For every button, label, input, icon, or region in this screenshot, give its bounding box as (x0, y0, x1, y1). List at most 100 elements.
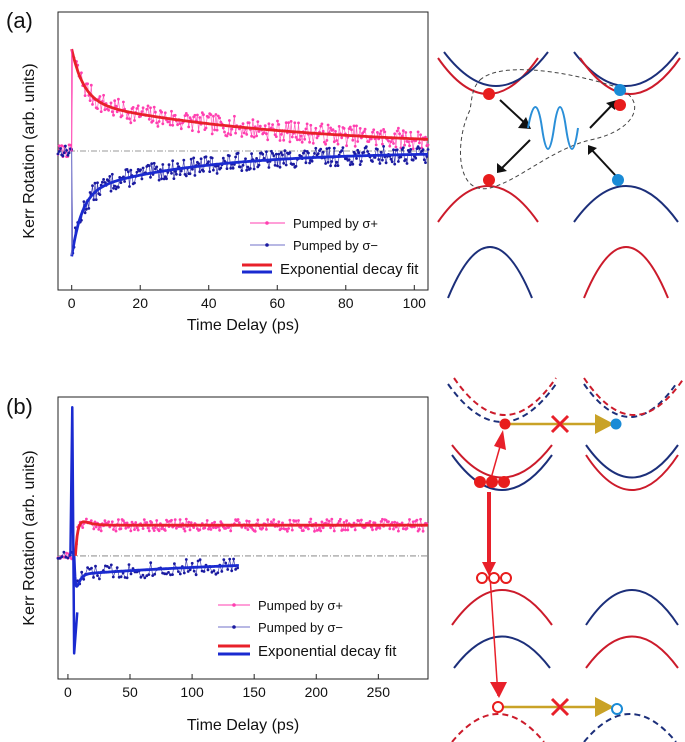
chart-a-series-0-point (245, 133, 249, 136)
chart-b-series-0-point (117, 518, 120, 521)
chart-b-series-1-point (92, 576, 95, 579)
chart-b-series-1-point (105, 565, 109, 568)
chart-a-series-1-point (119, 181, 123, 185)
chart-b-series-0-point (421, 529, 425, 533)
chart-a-series-0-point (355, 124, 358, 128)
chart-b-series-0-point (400, 521, 404, 525)
chart-b-series-0-point (313, 529, 316, 533)
chart-a-series-1-point (276, 164, 279, 168)
chart-a-series-0-point (274, 135, 278, 139)
band-b-top-right-blue-dash (583, 383, 677, 418)
legend-b-sigma-plus: Pumped by σ+ (258, 598, 343, 613)
chart-b-series-1-point (210, 570, 214, 574)
relax-arrow-bottom-head (490, 682, 507, 698)
chart-b-series-0-point (247, 520, 251, 523)
chart-a-series-0-point (242, 131, 246, 135)
chart-b-series-1-point (82, 577, 86, 581)
chart-b-series-0-point (213, 520, 217, 524)
chart-b-series-0-point (360, 518, 363, 522)
chart-a-series-1-point (335, 160, 339, 164)
chart-a-series-1-point (128, 185, 131, 188)
chart-a-series-1-point (64, 144, 67, 148)
chart-b-series-0-point (188, 528, 192, 532)
chart-a-series-0-point (251, 118, 255, 122)
chart-a-series-0-point (282, 138, 286, 142)
chart-a-series-0-point (171, 123, 175, 127)
band-b-top-left-blue-dash (447, 383, 557, 423)
chart-a-xlabel: Time Delay (ps) (187, 317, 299, 334)
chart-b-series-0-point (397, 529, 400, 533)
chart-a-xtick-label-0: 0 (68, 295, 76, 311)
chart-b-series-0-point (357, 519, 361, 523)
chart-a-series-0-point (284, 121, 288, 125)
chart-b-series-1-point (177, 570, 180, 573)
chart-a-series-0-point (294, 135, 298, 139)
chart-a-series-1-point (133, 181, 136, 185)
chart-a-series-0-point (86, 82, 89, 86)
chart-a-series-1-point (384, 161, 388, 165)
chart-a-series-0-point (146, 104, 150, 108)
chart-a-series-1-point (110, 172, 114, 176)
chart-a-series-1-point (176, 162, 180, 166)
chart-b-series-0-point (207, 527, 210, 531)
chart-b-series-1-point (206, 568, 210, 572)
chart-a-series-0-point (91, 103, 94, 106)
chart-a-series-0-point (299, 134, 303, 138)
chart-b-series-0-point (157, 529, 161, 533)
chart-b-series-0-point (125, 521, 129, 525)
electron-b-mid-2 (486, 476, 498, 488)
chart-a-series-0-point (382, 127, 385, 131)
chart-a-series-0-point (290, 135, 294, 139)
chart-a-series-0-point (179, 127, 183, 131)
chart-b-series-0-point (170, 518, 173, 522)
chart-a-series-1-point (411, 158, 415, 162)
legend-a-fit: Exponential decay fit (280, 261, 419, 278)
chart-a-series-0-point (229, 133, 233, 137)
chart-a-series-0-point (129, 121, 133, 125)
chart-a-series-0-point (125, 117, 129, 120)
chart-a-series-0-point (149, 106, 152, 110)
chart-a-series-0-point (400, 134, 404, 138)
hole-b-1 (476, 572, 488, 584)
chart-a-series-1-point (332, 146, 336, 150)
chart-a-series-1-point (395, 148, 399, 152)
chart-a-series-0-point (156, 125, 160, 128)
relax-arrow-top-head (494, 430, 506, 450)
chart-a-series-0-point (98, 95, 102, 98)
photon-wave (527, 106, 579, 150)
chart-a-series-0-point (404, 131, 408, 134)
chart-a-series-1-point (304, 161, 308, 165)
chart-a-series-0-point (80, 71, 83, 75)
chart-a-series-1-point (356, 148, 360, 152)
chart-a-series-1-point (288, 151, 292, 155)
chart-a-series-1-point (135, 170, 139, 174)
chart-b-series-0-point (122, 519, 125, 523)
chart-a-series-1-point (310, 159, 314, 163)
chart-b-series-1-point (153, 572, 157, 576)
chart-a-series-1-point (382, 145, 385, 148)
chart-b-series-0-point (192, 526, 196, 529)
chart-b-series-1-point (182, 571, 186, 575)
chart-a-series-1-point (329, 164, 332, 168)
chart-a-series-1-point (327, 146, 331, 150)
chart-a-series-1-point (236, 151, 240, 155)
chart-b-series-0-point (405, 527, 409, 530)
chart-a-series-0-point (60, 144, 64, 148)
chart-a-series-0-point (173, 113, 177, 117)
chart-a-series-0-point (367, 140, 371, 144)
chart-a-series-1-point (414, 156, 418, 160)
panel-label-b: (b) (6, 394, 33, 419)
chart-b-series-0-point (124, 526, 128, 530)
chart-a-series-0-point (325, 139, 329, 142)
chart-a-series-0-point (218, 116, 222, 120)
chart-b-series-0-point (89, 519, 93, 523)
chart-a-series-1-point (267, 166, 271, 169)
chart-a-series-0-point (277, 123, 281, 126)
chart-a-series-1-point (152, 161, 156, 165)
chart-b-series-0-point (308, 520, 311, 524)
chart-b-series-0-point (112, 528, 115, 531)
chart-a-series-0-point (398, 132, 401, 136)
chart-b-xtick-label-150: 150 (242, 684, 266, 700)
chart-a-series-0-point (188, 116, 192, 119)
chart-a-series-0-point (337, 125, 341, 128)
